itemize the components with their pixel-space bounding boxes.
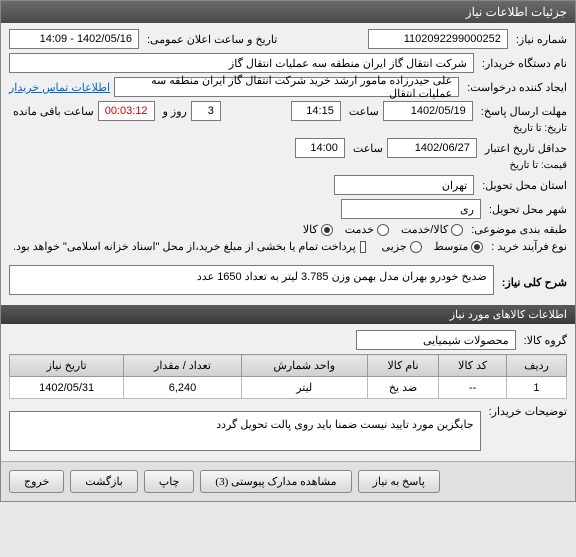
field-days: 3: [191, 101, 221, 121]
table-cell: --: [439, 377, 507, 399]
table-header: واحد شمارش: [241, 355, 367, 377]
table-row[interactable]: 1--ضد یخلیتر6,2401402/05/31: [10, 377, 567, 399]
field-valid-date: 1402/06/27: [387, 138, 477, 158]
lbl-deadline: مهلت ارسال پاسخ:: [477, 105, 567, 118]
lbl-need-no: شماره نیاز:: [512, 33, 567, 46]
radio-label: کالا: [303, 223, 318, 236]
lbl-min-valid: حداقل تاریخ اعتبار: [481, 142, 567, 155]
print-button[interactable]: چاپ: [144, 470, 195, 493]
lbl-proc: نوع فرآیند خرید :: [487, 240, 567, 253]
table-cell: 6,240: [124, 377, 241, 399]
lbl-day-and: روز و: [159, 105, 187, 118]
lbl-ann-date: تاریخ و ساعت اعلان عمومی:: [143, 33, 277, 46]
lbl-buyer-note: توضیحات خریدار:: [485, 405, 567, 418]
titlebar: جزئیات اطلاعات نیاز: [1, 1, 575, 23]
lbl-prov: استان محل تحویل:: [478, 179, 567, 192]
lbl-time2: ساعت: [349, 142, 383, 155]
reply-button[interactable]: پاسخ به نیاز: [358, 470, 440, 493]
proc-radio-option[interactable]: متوسط: [434, 240, 484, 253]
radio-dot: [471, 241, 483, 253]
treasury-checkbox[interactable]: [360, 241, 366, 253]
radio-label: متوسط: [434, 240, 469, 253]
class-radio-option[interactable]: کالا/خدمت: [401, 223, 463, 236]
table-cell: ضد یخ: [367, 377, 439, 399]
field-goods-group: محصولات شیمیایی: [356, 330, 516, 350]
class-radio-option[interactable]: کالا: [303, 223, 333, 236]
back-button[interactable]: بازگشت: [70, 470, 138, 493]
field-need-no: 1102092299000252: [368, 29, 508, 49]
class-radio-option[interactable]: خدمت: [345, 223, 389, 236]
lbl-buyer-org: نام دستگاه خریدار:: [478, 57, 567, 70]
radio-dot: [410, 241, 422, 253]
radio-label: جزیی: [382, 240, 407, 253]
radio-dot: [451, 224, 463, 236]
goods-section-header: اطلاعات کالاهای مورد نیاز: [1, 305, 575, 324]
table-header: نام کالا: [367, 355, 439, 377]
class-radio-group: کالا/خدمت خدمت کالا: [303, 223, 463, 236]
table-header: کد کالا: [439, 355, 507, 377]
lbl-goods-group: گروه کالا:: [520, 334, 567, 347]
field-deadline-date: 1402/05/19: [383, 101, 473, 121]
contact-link[interactable]: اطلاعات تماس خریدار: [9, 81, 110, 94]
radio-dot: [321, 224, 333, 236]
field-city: ری: [341, 199, 481, 219]
table-cell: 1: [506, 377, 566, 399]
buyer-note-box: جایگزین مورد تایید نیست ضمنا باید روی پا…: [9, 411, 481, 451]
details-window: جزئیات اطلاعات نیاز شماره نیاز: 11020922…: [0, 0, 576, 502]
lbl-need-title: شرح کلی نیاز:: [498, 276, 567, 289]
field-req-creator: علی حیدرزاده مامور ارشد خرید شرکت انتقال…: [114, 77, 459, 97]
need-title-box: ضدیخ خودرو بهران مدل بهمن وزن 3.785 لیتر…: [9, 265, 494, 295]
radio-label: خدمت: [345, 223, 374, 236]
table-header: ردیف: [506, 355, 566, 377]
form-content: شماره نیاز: 1102092299000252 تاریخ و ساع…: [1, 23, 575, 461]
lbl-city: شهر محل تحویل:: [485, 203, 567, 216]
field-valid-time: 14:00: [295, 138, 345, 158]
lbl-price-to: قیمت: تا تاریخ: [506, 160, 567, 171]
proc-radio-option[interactable]: جزیی: [382, 240, 422, 253]
lbl-pay-note: پرداخت تمام یا بخشی از مبلغ خرید،از محل …: [9, 240, 356, 253]
radio-label: کالا/خدمت: [401, 223, 448, 236]
countdown: 00:03:12: [98, 101, 155, 121]
proc-radio-group: متوسط جزیی: [382, 240, 484, 253]
radio-dot: [377, 224, 389, 236]
field-ann-date: 1402/05/16 - 14:09: [9, 29, 139, 49]
lbl-to-date: تاریخ: تا تاریخ: [509, 123, 567, 134]
table-cell: لیتر: [241, 377, 367, 399]
lbl-req-creator: ایجاد کننده درخواست:: [463, 81, 567, 94]
table-cell: 1402/05/31: [10, 377, 124, 399]
exit-button[interactable]: خروج: [9, 470, 64, 493]
field-deadline-time: 14:15: [291, 101, 341, 121]
window-title: جزئیات اطلاعات نیاز: [466, 5, 567, 19]
attachments-button[interactable]: مشاهده مدارک پیوستی (3): [200, 470, 351, 493]
lbl-remain: ساعت باقی مانده: [9, 105, 94, 118]
lbl-class: طبقه بندی موضوعی:: [467, 223, 567, 236]
lbl-time1: ساعت: [345, 105, 379, 118]
table-header: تعداد / مقدار: [124, 355, 241, 377]
field-buyer-org: شرکت انتقال گاز ایران منطقه سه عملیات ان…: [9, 53, 474, 73]
field-province: تهران: [334, 175, 474, 195]
table-header: تاریخ نیاز: [10, 355, 124, 377]
footer-buttons: پاسخ به نیاز مشاهده مدارک پیوستی (3) چاپ…: [1, 461, 575, 501]
items-table: ردیفکد کالانام کالاواحد شمارشتعداد / مقد…: [9, 354, 567, 399]
